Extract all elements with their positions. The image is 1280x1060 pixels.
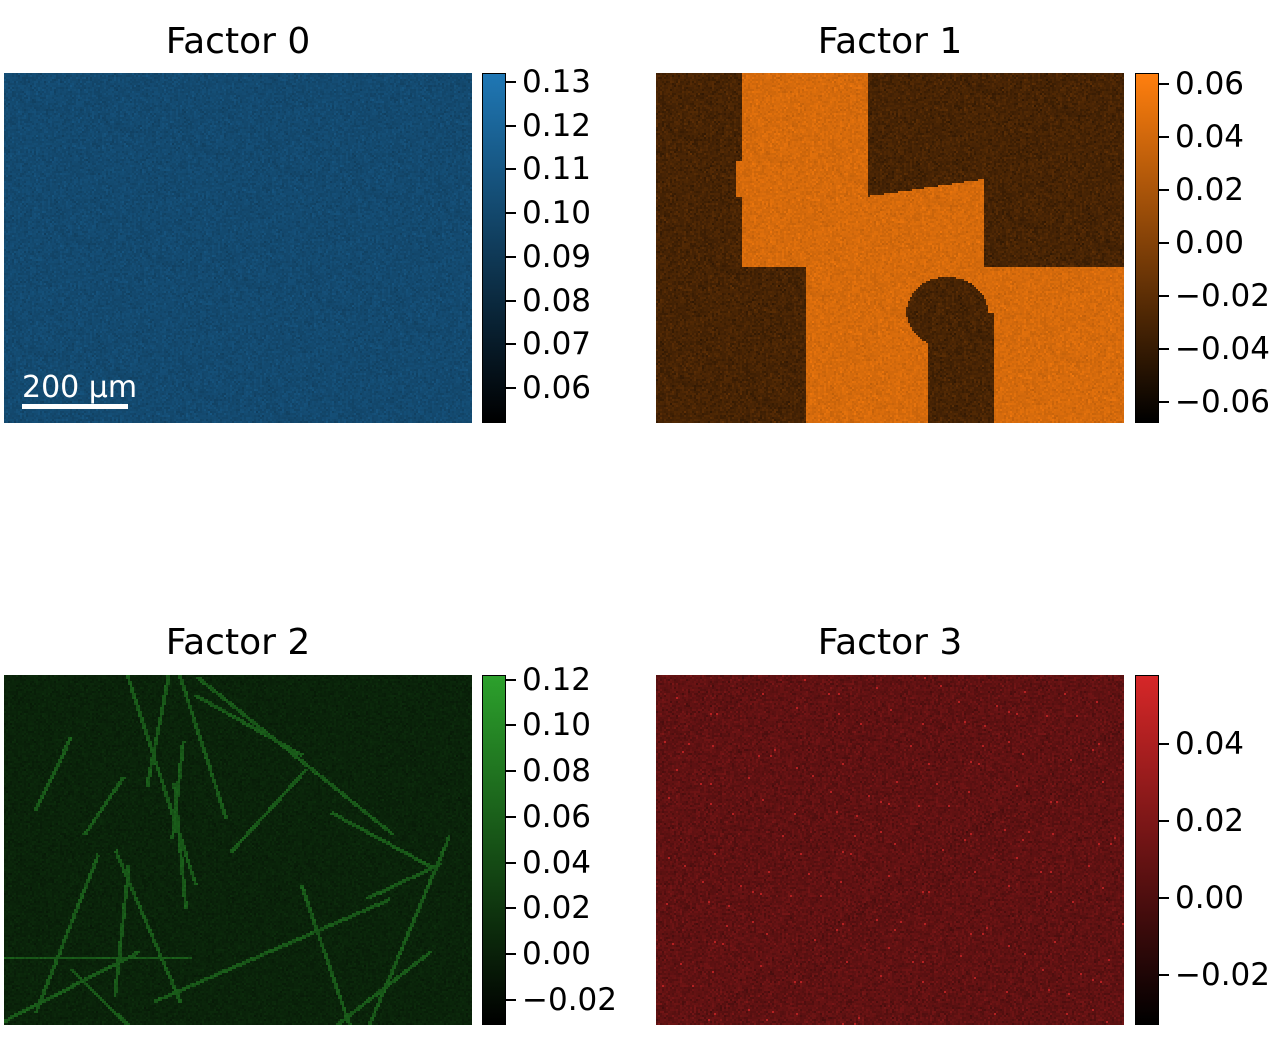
tick-mark xyxy=(1159,241,1169,244)
tick-label: 0.10 xyxy=(522,707,592,744)
factor-0-title: Factor 0 xyxy=(165,21,311,62)
tick-label: 0.04 xyxy=(1175,118,1245,155)
tick-mark xyxy=(506,168,516,171)
tick-label: 0.02 xyxy=(522,890,592,927)
tick-mark xyxy=(1159,188,1169,191)
factor-2-title: Factor 2 xyxy=(165,622,311,663)
tick-label: 0.13 xyxy=(522,63,592,100)
tick-mark xyxy=(1159,974,1169,976)
tick-label: 0.08 xyxy=(522,282,592,319)
factor-1-title: Factor 1 xyxy=(817,21,963,62)
tick-mark xyxy=(506,953,516,956)
factor-2-colorbar-ticks: 0.12 0.10 0.08 0.06 0.04 0.02 0.00 −0.02 xyxy=(506,663,646,1025)
scale-bar-line xyxy=(22,404,128,409)
factor-1-map xyxy=(656,73,1124,423)
factor-1-colorbar-ticks: 0.06 0.04 0.02 0.00 −0.02 −0.04 −0.06 xyxy=(1159,67,1280,423)
tick-label: 0.02 xyxy=(1175,171,1245,208)
factor-3-title: Factor 3 xyxy=(817,622,963,663)
tick-mark xyxy=(506,998,516,1001)
scale-bar-label: 200 µm xyxy=(22,370,138,405)
tick-mark xyxy=(506,678,516,681)
factor-3-colorbar-ticks: 0.04 0.02 0.00 −0.02 xyxy=(1159,675,1280,1025)
tick-label: −0.02 xyxy=(1175,277,1270,314)
tick-mark xyxy=(506,724,516,727)
tick-label: 0.00 xyxy=(1175,224,1245,261)
tick-label: 0.07 xyxy=(522,326,592,363)
tick-mark xyxy=(506,124,516,127)
tick-mark xyxy=(1159,820,1169,823)
factor-1-colorbar xyxy=(1135,73,1159,423)
tick-mark xyxy=(506,770,516,773)
factor-0-map: 200 µm xyxy=(4,73,472,423)
tick-mark xyxy=(1159,82,1169,85)
tick-mark xyxy=(1159,743,1169,746)
factor-0-colorbar xyxy=(482,73,506,423)
tick-mark xyxy=(506,212,516,214)
tick-mark xyxy=(1159,897,1169,900)
tick-mark xyxy=(1159,400,1169,403)
tick-label: 0.06 xyxy=(1175,65,1245,102)
tick-mark xyxy=(1159,135,1169,138)
tick-mark xyxy=(506,255,516,258)
tick-mark xyxy=(506,343,516,346)
tick-label: −0.02 xyxy=(1175,957,1270,993)
tick-mark xyxy=(506,299,516,302)
tick-label: 0.12 xyxy=(522,107,592,144)
tick-label: 0.00 xyxy=(1175,880,1245,917)
tick-label: 0.10 xyxy=(522,195,592,231)
tick-mark xyxy=(506,815,516,818)
tick-label: 0.04 xyxy=(1175,726,1245,763)
tick-label: 0.00 xyxy=(522,936,592,973)
tick-label: −0.04 xyxy=(1175,330,1270,367)
tick-mark xyxy=(1159,294,1169,297)
factor-2-map xyxy=(4,675,472,1025)
scale-bar: 200 µm xyxy=(22,373,137,409)
factor-3-colorbar xyxy=(1135,675,1159,1025)
tick-label: 0.02 xyxy=(1175,803,1245,840)
tick-mark xyxy=(1159,347,1169,350)
factor-0-colorbar-ticks: 0.13 0.12 0.11 0.10 0.09 0.08 0.07 0.06 xyxy=(506,65,646,423)
tick-mark xyxy=(506,80,516,83)
tick-label: 0.12 xyxy=(522,661,592,698)
tick-label: 0.06 xyxy=(522,370,592,406)
tick-label: −0.02 xyxy=(522,981,617,1018)
factor-2-colorbar xyxy=(482,675,506,1025)
tick-label: −0.06 xyxy=(1175,383,1270,420)
tick-label: 0.04 xyxy=(522,844,592,881)
tick-mark xyxy=(506,861,516,864)
tick-mark xyxy=(506,387,516,389)
tick-label: 0.06 xyxy=(522,798,592,835)
tick-mark xyxy=(506,907,516,910)
tick-label: 0.08 xyxy=(522,753,592,790)
tick-label: 0.09 xyxy=(522,238,592,275)
factor-3-map xyxy=(656,675,1124,1025)
tick-label: 0.11 xyxy=(522,151,592,188)
